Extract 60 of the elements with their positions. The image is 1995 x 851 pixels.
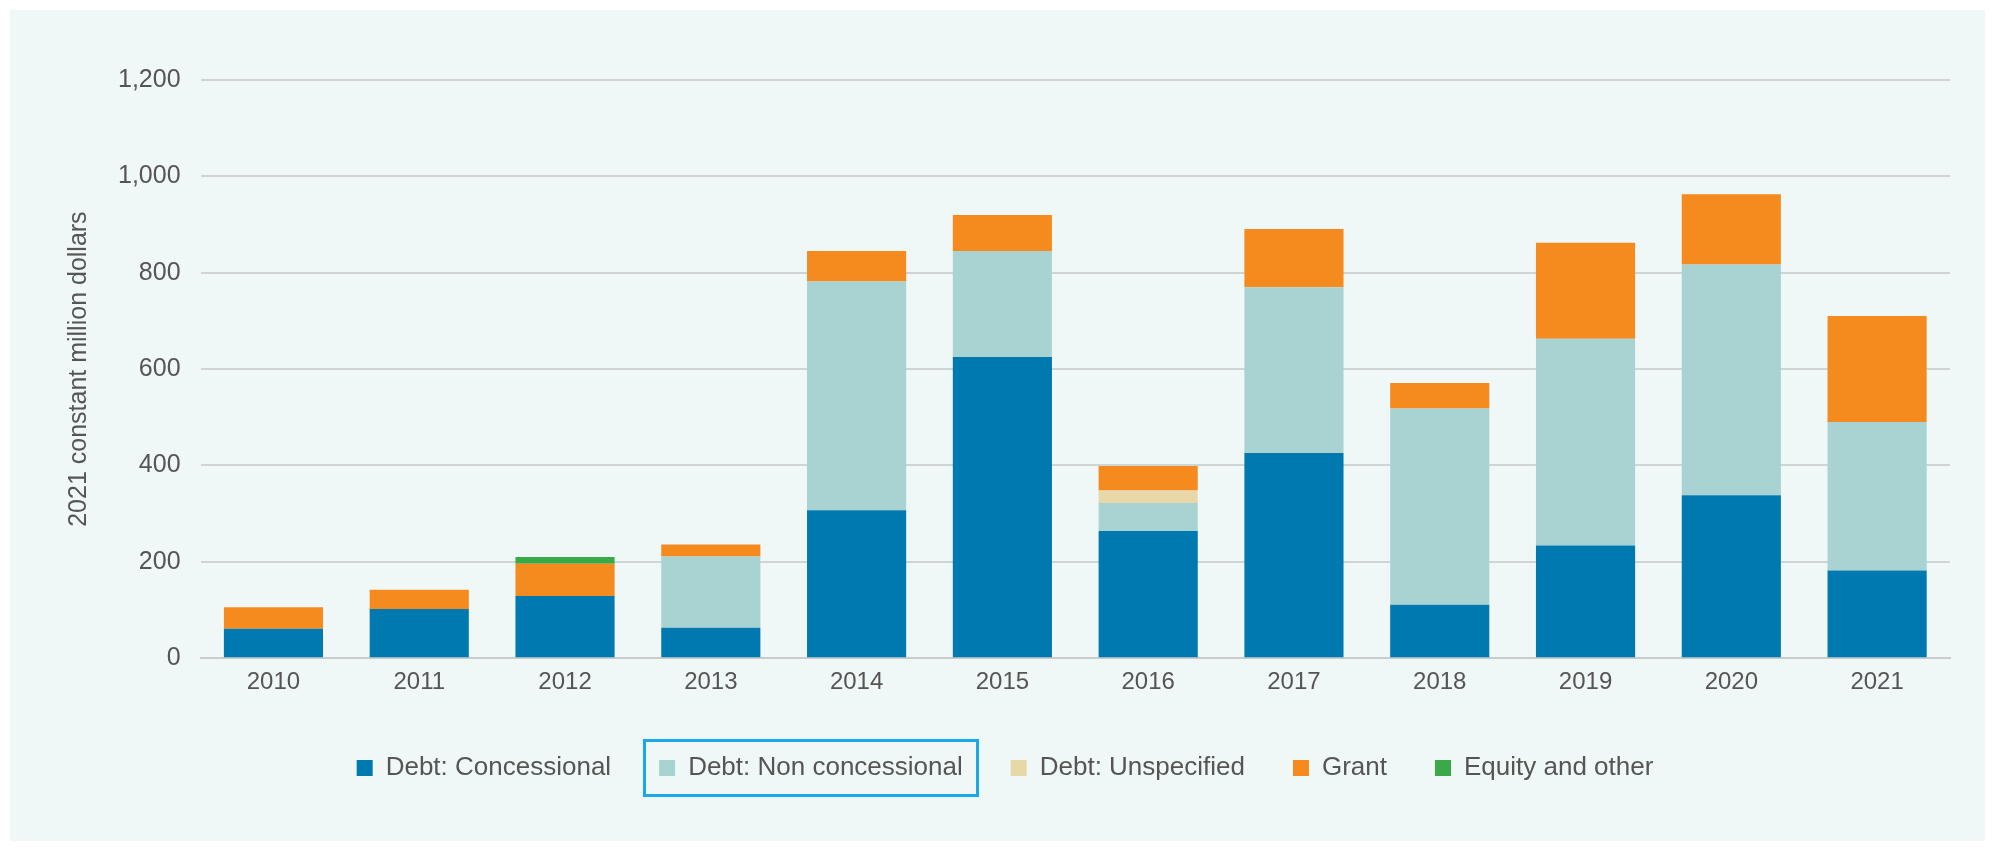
x-tick-label: 2019 [1558, 667, 1613, 695]
y-tick-label: 200 [138, 545, 181, 574]
x-tick-label: 2011 [393, 667, 446, 695]
bar [661, 556, 761, 628]
x-tick-label: 2010 [246, 667, 301, 695]
legend-label: Debt: Unspecified [1039, 751, 1245, 782]
bar [1535, 242, 1636, 339]
x-tick-label: 2014 [829, 667, 884, 695]
bar [1535, 338, 1636, 546]
legend-label: Grant [1321, 751, 1388, 782]
bar [1827, 570, 1927, 658]
x-tick-label: 2012 [538, 667, 592, 695]
bar [1827, 422, 1927, 571]
bar [1827, 316, 1927, 423]
y-axis-title: 2021 constant million dollars [62, 211, 91, 527]
x-tick-label: 2020 [1704, 667, 1759, 695]
bar [1244, 228, 1344, 288]
bar [807, 510, 907, 658]
bar [1098, 465, 1198, 491]
y-tick-label: 0 [166, 642, 181, 671]
bar [952, 251, 1052, 358]
x-tick-label: 2015 [975, 667, 1030, 695]
bar [1681, 194, 1781, 265]
y-tick-label: 400 [138, 449, 181, 478]
bar [1098, 503, 1198, 531]
y-tick-label: 800 [138, 256, 181, 285]
bar [1390, 604, 1490, 658]
bar [1098, 490, 1198, 504]
bar [1244, 287, 1344, 453]
bar [515, 596, 615, 658]
bar [952, 214, 1052, 252]
legend-label: Debt: Non concessional [688, 751, 963, 782]
bar [369, 589, 469, 610]
bar [1098, 531, 1198, 658]
x-tick-label: 2017 [1267, 667, 1321, 695]
legend-label: Debt: Concessional [385, 751, 612, 782]
bar [369, 609, 469, 658]
x-tick-label: 2016 [1121, 667, 1175, 695]
bar [952, 357, 1052, 658]
x-tick-label: 2013 [684, 667, 738, 695]
bar [661, 544, 761, 557]
y-tick-label: 600 [138, 352, 181, 381]
bar [661, 627, 761, 658]
bar [1390, 408, 1490, 605]
y-tick-label: 1,000 [118, 160, 181, 189]
y-tick-label: 1,200 [118, 63, 181, 92]
bar [1681, 264, 1781, 496]
bar [223, 628, 324, 658]
bar [515, 563, 615, 597]
legend-label: Equity and other [1463, 751, 1654, 782]
bar [1681, 495, 1781, 658]
bar [1390, 383, 1490, 409]
bar [807, 251, 907, 282]
x-tick-label: 2018 [1413, 667, 1467, 695]
bar [515, 557, 615, 564]
bar [807, 281, 907, 511]
bar [1244, 452, 1344, 658]
bar [1535, 545, 1636, 658]
x-tick-label: 2021 [1850, 667, 1904, 695]
bar [223, 607, 324, 629]
